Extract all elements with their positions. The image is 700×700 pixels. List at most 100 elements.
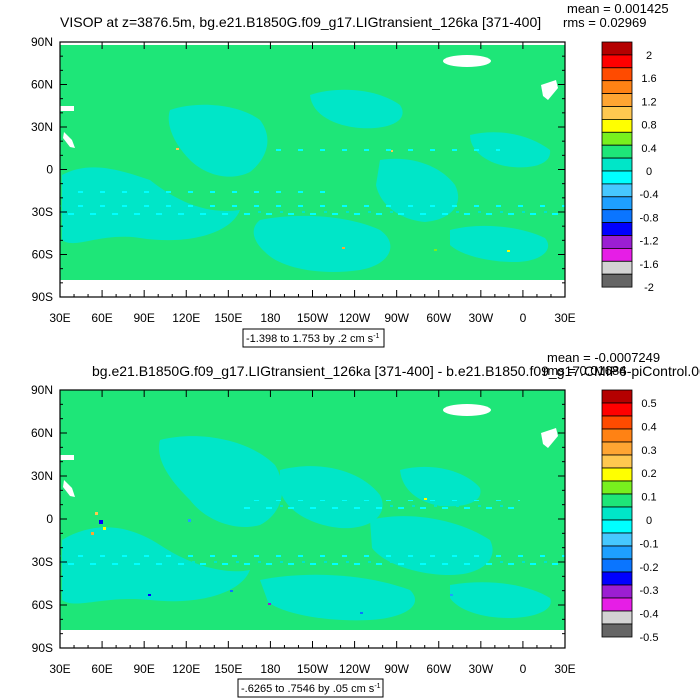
colorbar-label: -0.3 <box>640 585 659 597</box>
colorbar-box <box>601 623 633 638</box>
panel-2-title: bg.e21.B1850G.f09_g17.LIGtransient_126ka… <box>92 363 700 379</box>
colorbar-box <box>601 196 633 211</box>
colorbar-label: 0.5 <box>641 398 656 410</box>
colorbar-label: 0.1 <box>641 492 656 504</box>
colorbar-label: -0.4 <box>640 189 659 201</box>
colorbar-box <box>601 597 633 612</box>
panel-2: mean = -0.0007249 rms = 0.01684 bg.e21.B… <box>31 350 700 698</box>
x-tick-label: 60W <box>426 662 451 676</box>
colorbar-label: 0.8 <box>641 120 656 132</box>
colorbar-label: -0.4 <box>640 609 659 621</box>
x-tick-label: 0 <box>520 311 527 325</box>
colorbar-box <box>601 54 633 69</box>
colorbar-label: -1.6 <box>640 259 659 271</box>
colorbar-box <box>601 480 633 495</box>
x-tick-label: 90W <box>384 662 409 676</box>
y-tick-label: 90N <box>31 383 53 397</box>
panel-1-mean: mean = 0.001425 <box>567 1 669 16</box>
y-tick-label: 60S <box>32 598 53 612</box>
colorbar-label: 0.4 <box>641 143 656 155</box>
colorbar-label: 0.4 <box>641 421 656 433</box>
colorbar-box <box>601 106 633 120</box>
colorbar-label: -0.5 <box>640 632 659 644</box>
panel-2-colorbar: 0.5 0.4 0.3 0.2 0.1 0 -0.1 -0.2 -0.3 -0.4 -0.5 <box>601 389 659 644</box>
y-tick-label: 30N <box>31 469 53 483</box>
panel-1-map <box>60 42 565 297</box>
x-tick-label: 90E <box>133 311 154 325</box>
y-tick-label: 60S <box>32 248 53 262</box>
x-tick-label: 150W <box>297 311 329 325</box>
colorbar-box <box>601 493 633 508</box>
x-tick-label: 30E <box>49 662 70 676</box>
colorbar-box <box>601 441 633 456</box>
y-tick-label: 60N <box>31 78 53 92</box>
x-tick-label: 150E <box>214 311 242 325</box>
x-tick-label: 0 <box>520 662 527 676</box>
x-tick-label: 180 <box>260 311 280 325</box>
panel-2-rms: rms = 0.01684 <box>543 363 626 378</box>
x-tick-label: 30E <box>554 311 575 325</box>
x-tick-label: 60E <box>91 311 112 325</box>
y-tick-label: 30S <box>32 555 53 569</box>
y-tick-label: 90S <box>32 290 53 304</box>
colorbar-box <box>601 273 633 288</box>
colorbar-box <box>601 610 633 625</box>
colorbar-box <box>601 131 633 146</box>
colorbar-label: -2 <box>644 282 654 294</box>
colorbar-box <box>601 571 633 586</box>
panel-1-axes: 30E 60E 90E 120E 150E 180 150W 120W 90W 60W 30W 0 30… <box>31 35 576 325</box>
colorbar-label: 0 <box>646 166 652 178</box>
y-tick-label: 60N <box>31 426 53 440</box>
colorbar-label: 1.2 <box>641 96 656 108</box>
x-tick-label: 30W <box>468 311 493 325</box>
x-tick-label: 150W <box>297 662 329 676</box>
panel-2-map <box>60 390 565 648</box>
colorbar-box <box>601 67 633 82</box>
x-tick-label: 90W <box>384 311 409 325</box>
x-tick-label: 120W <box>339 662 371 676</box>
colorbar-label: 0.2 <box>641 468 656 480</box>
colorbar-box <box>601 260 633 275</box>
colorbar-box <box>601 235 633 249</box>
colorbar-box <box>601 519 633 534</box>
panel-2-axes: 30E 60E 90E 120E 150E 180 150W 120W 90W 60W 30W 0 30… <box>31 383 576 676</box>
colorbar-box <box>601 506 633 521</box>
colorbar-box <box>601 532 633 547</box>
colorbar-box <box>601 170 633 185</box>
colorbar-box <box>601 157 633 172</box>
y-tick-label: 0 <box>46 163 53 177</box>
colorbar-box <box>601 467 633 482</box>
colorbar-box <box>601 247 633 262</box>
panel-1-title: VISOP at z=3876.5m, bg.e21.B1850G.f09_g1… <box>60 14 541 30</box>
colorbar-label: -0.8 <box>640 212 659 224</box>
colorbar-box <box>601 93 633 107</box>
colorbar-box <box>601 119 633 133</box>
x-tick-label: 30E <box>554 662 575 676</box>
colorbar-label: 2 <box>646 50 652 62</box>
panel-1-colorbar: 2 1.6 1.2 0.8 0.4 0 -0.4 -0.8 -1.2 -1.6 -2 <box>601 41 659 294</box>
colorbar-box <box>601 428 633 443</box>
colorbar-box <box>601 558 633 573</box>
colorbar-label: 1.6 <box>641 73 656 85</box>
colorbar-box <box>601 144 633 159</box>
colorbar-box <box>601 209 633 223</box>
colorbar-box <box>601 545 633 560</box>
panel-1-range-box <box>242 328 385 348</box>
colorbar-box <box>601 415 633 430</box>
x-tick-label: 120E <box>172 311 200 325</box>
x-tick-label: 150E <box>214 662 242 676</box>
x-tick-label: 120W <box>339 311 371 325</box>
colorbar-box <box>601 80 633 94</box>
colorbar-label: 0.3 <box>641 445 656 457</box>
x-tick-label: 120E <box>172 662 200 676</box>
x-tick-label: 90E <box>133 662 154 676</box>
colorbar-box <box>601 183 633 198</box>
x-tick-label: 60E <box>91 662 112 676</box>
colorbar-label: -0.2 <box>640 562 659 574</box>
y-tick-label: 30N <box>31 120 53 134</box>
colorbar-box <box>601 402 633 417</box>
colorbar-label: -0.1 <box>640 538 659 550</box>
panel-1-rms: rms = 0.02969 <box>563 15 646 30</box>
y-tick-label: 90N <box>31 35 53 49</box>
